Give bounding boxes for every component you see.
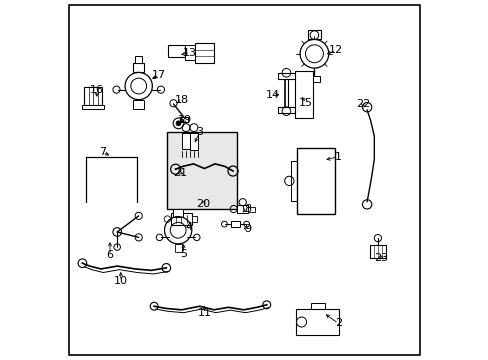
Bar [182,133,190,149]
Bar [230,221,240,227]
Bar [184,45,195,60]
Bar [308,76,320,82]
Bar [195,43,214,63]
Text: 5: 5 [180,248,186,258]
Text: 1: 1 [334,152,341,162]
Text: 23: 23 [374,253,388,263]
Bar [82,105,104,109]
Text: 16: 16 [90,85,103,95]
Bar [311,303,324,309]
Bar [237,205,247,213]
Bar [133,63,144,72]
Circle shape [176,121,181,126]
Bar [307,31,320,40]
Text: 4: 4 [185,222,192,231]
Bar [190,133,198,150]
Text: 8: 8 [244,204,250,214]
Bar [297,148,334,214]
Text: 7: 7 [99,147,106,157]
Text: 13: 13 [183,48,197,58]
Text: 9: 9 [244,225,250,234]
Text: 22: 22 [355,99,369,109]
Bar [278,107,294,113]
Bar [191,216,196,222]
Text: 14: 14 [265,90,280,100]
Bar [133,100,144,109]
Bar [180,117,187,122]
Text: 19: 19 [178,115,192,125]
Bar [296,309,338,335]
Text: 15: 15 [299,98,312,108]
Text: 17: 17 [152,70,166,80]
Bar [167,132,237,209]
Bar [278,73,294,79]
Bar [173,209,183,217]
Text: 12: 12 [328,45,342,55]
Bar [174,244,182,252]
Text: 20: 20 [196,199,210,210]
Bar [83,87,102,105]
Bar [369,245,385,258]
Bar [294,71,312,118]
Bar [171,213,191,225]
Text: 21: 21 [173,168,186,178]
Bar [135,55,142,63]
Text: 3: 3 [196,127,203,136]
Bar [247,207,254,212]
Bar [168,45,184,57]
Text: 6: 6 [106,250,113,260]
Text: 10: 10 [114,276,127,286]
Text: 11: 11 [197,309,211,318]
Text: 18: 18 [174,95,188,105]
Text: 2: 2 [334,319,341,328]
